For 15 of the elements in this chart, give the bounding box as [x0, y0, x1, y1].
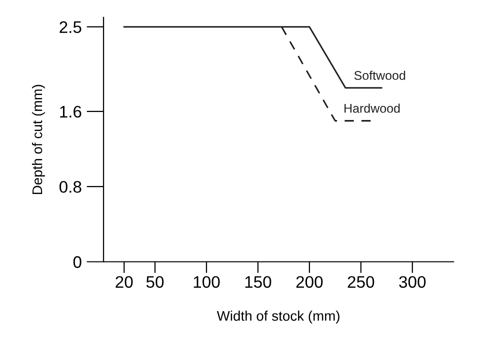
series-label: Hardwood	[344, 104, 400, 113]
x-tick-label: 50	[146, 276, 164, 288]
x-tick-label: 250	[348, 276, 374, 288]
x-tick-label: 150	[245, 276, 272, 288]
y-tick-label: 0.8	[59, 180, 82, 193]
x-tick-label: 300	[399, 276, 426, 288]
y-tick-label: 0	[73, 256, 82, 268]
x-axis-title: Width of stock (mm)	[216, 310, 340, 324]
series-label: Softwood	[354, 70, 406, 80]
x-tick-label: 20	[116, 276, 133, 288]
y-tick-label: 2.5	[60, 21, 82, 34]
x-tick-label: 200	[296, 276, 323, 288]
y-tick-label: 1.6	[60, 106, 82, 118]
x-tick-label: 100	[194, 276, 220, 288]
y-axis-title: Depth of cut (mm)	[32, 84, 45, 194]
